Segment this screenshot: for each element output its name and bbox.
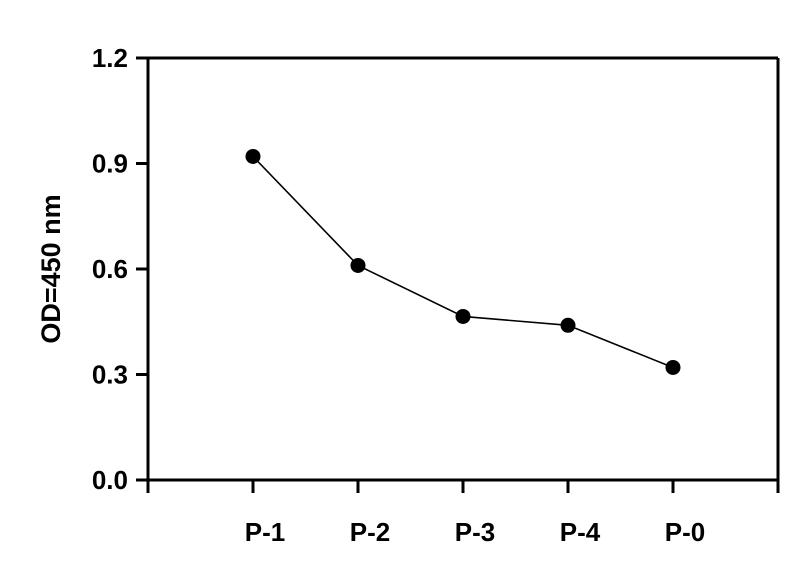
data-point xyxy=(455,308,471,324)
y-tick-label: 0.0 xyxy=(92,465,128,495)
x-tick-label: P-4 xyxy=(560,517,601,547)
y-tick-label: 0.6 xyxy=(92,254,128,284)
x-tick-label: P-2 xyxy=(350,517,390,547)
data-point xyxy=(560,317,576,333)
y-tick-label: 0.3 xyxy=(92,360,128,390)
y-tick-label: 0.9 xyxy=(92,149,128,179)
series-line-group xyxy=(252,155,674,369)
series-markers xyxy=(245,148,681,375)
data-point xyxy=(665,359,681,375)
x-tick-label: P-1 xyxy=(245,517,285,547)
y-axis-ticks: 0.0 0.3 0.6 0.9 1.2 xyxy=(92,43,148,495)
data-point xyxy=(245,148,261,164)
data-point xyxy=(350,257,366,273)
series-line xyxy=(252,155,674,369)
y-tick-label: 1.2 xyxy=(92,43,128,73)
plot-frame xyxy=(146,56,780,482)
x-tick-label: P-0 xyxy=(665,517,705,547)
y-axis-title: OD=450 nm xyxy=(36,194,66,343)
x-tick-label: P-3 xyxy=(455,517,495,547)
x-axis-ticks: P-1 P-2 P-3 P-4 P-0 xyxy=(146,480,780,547)
